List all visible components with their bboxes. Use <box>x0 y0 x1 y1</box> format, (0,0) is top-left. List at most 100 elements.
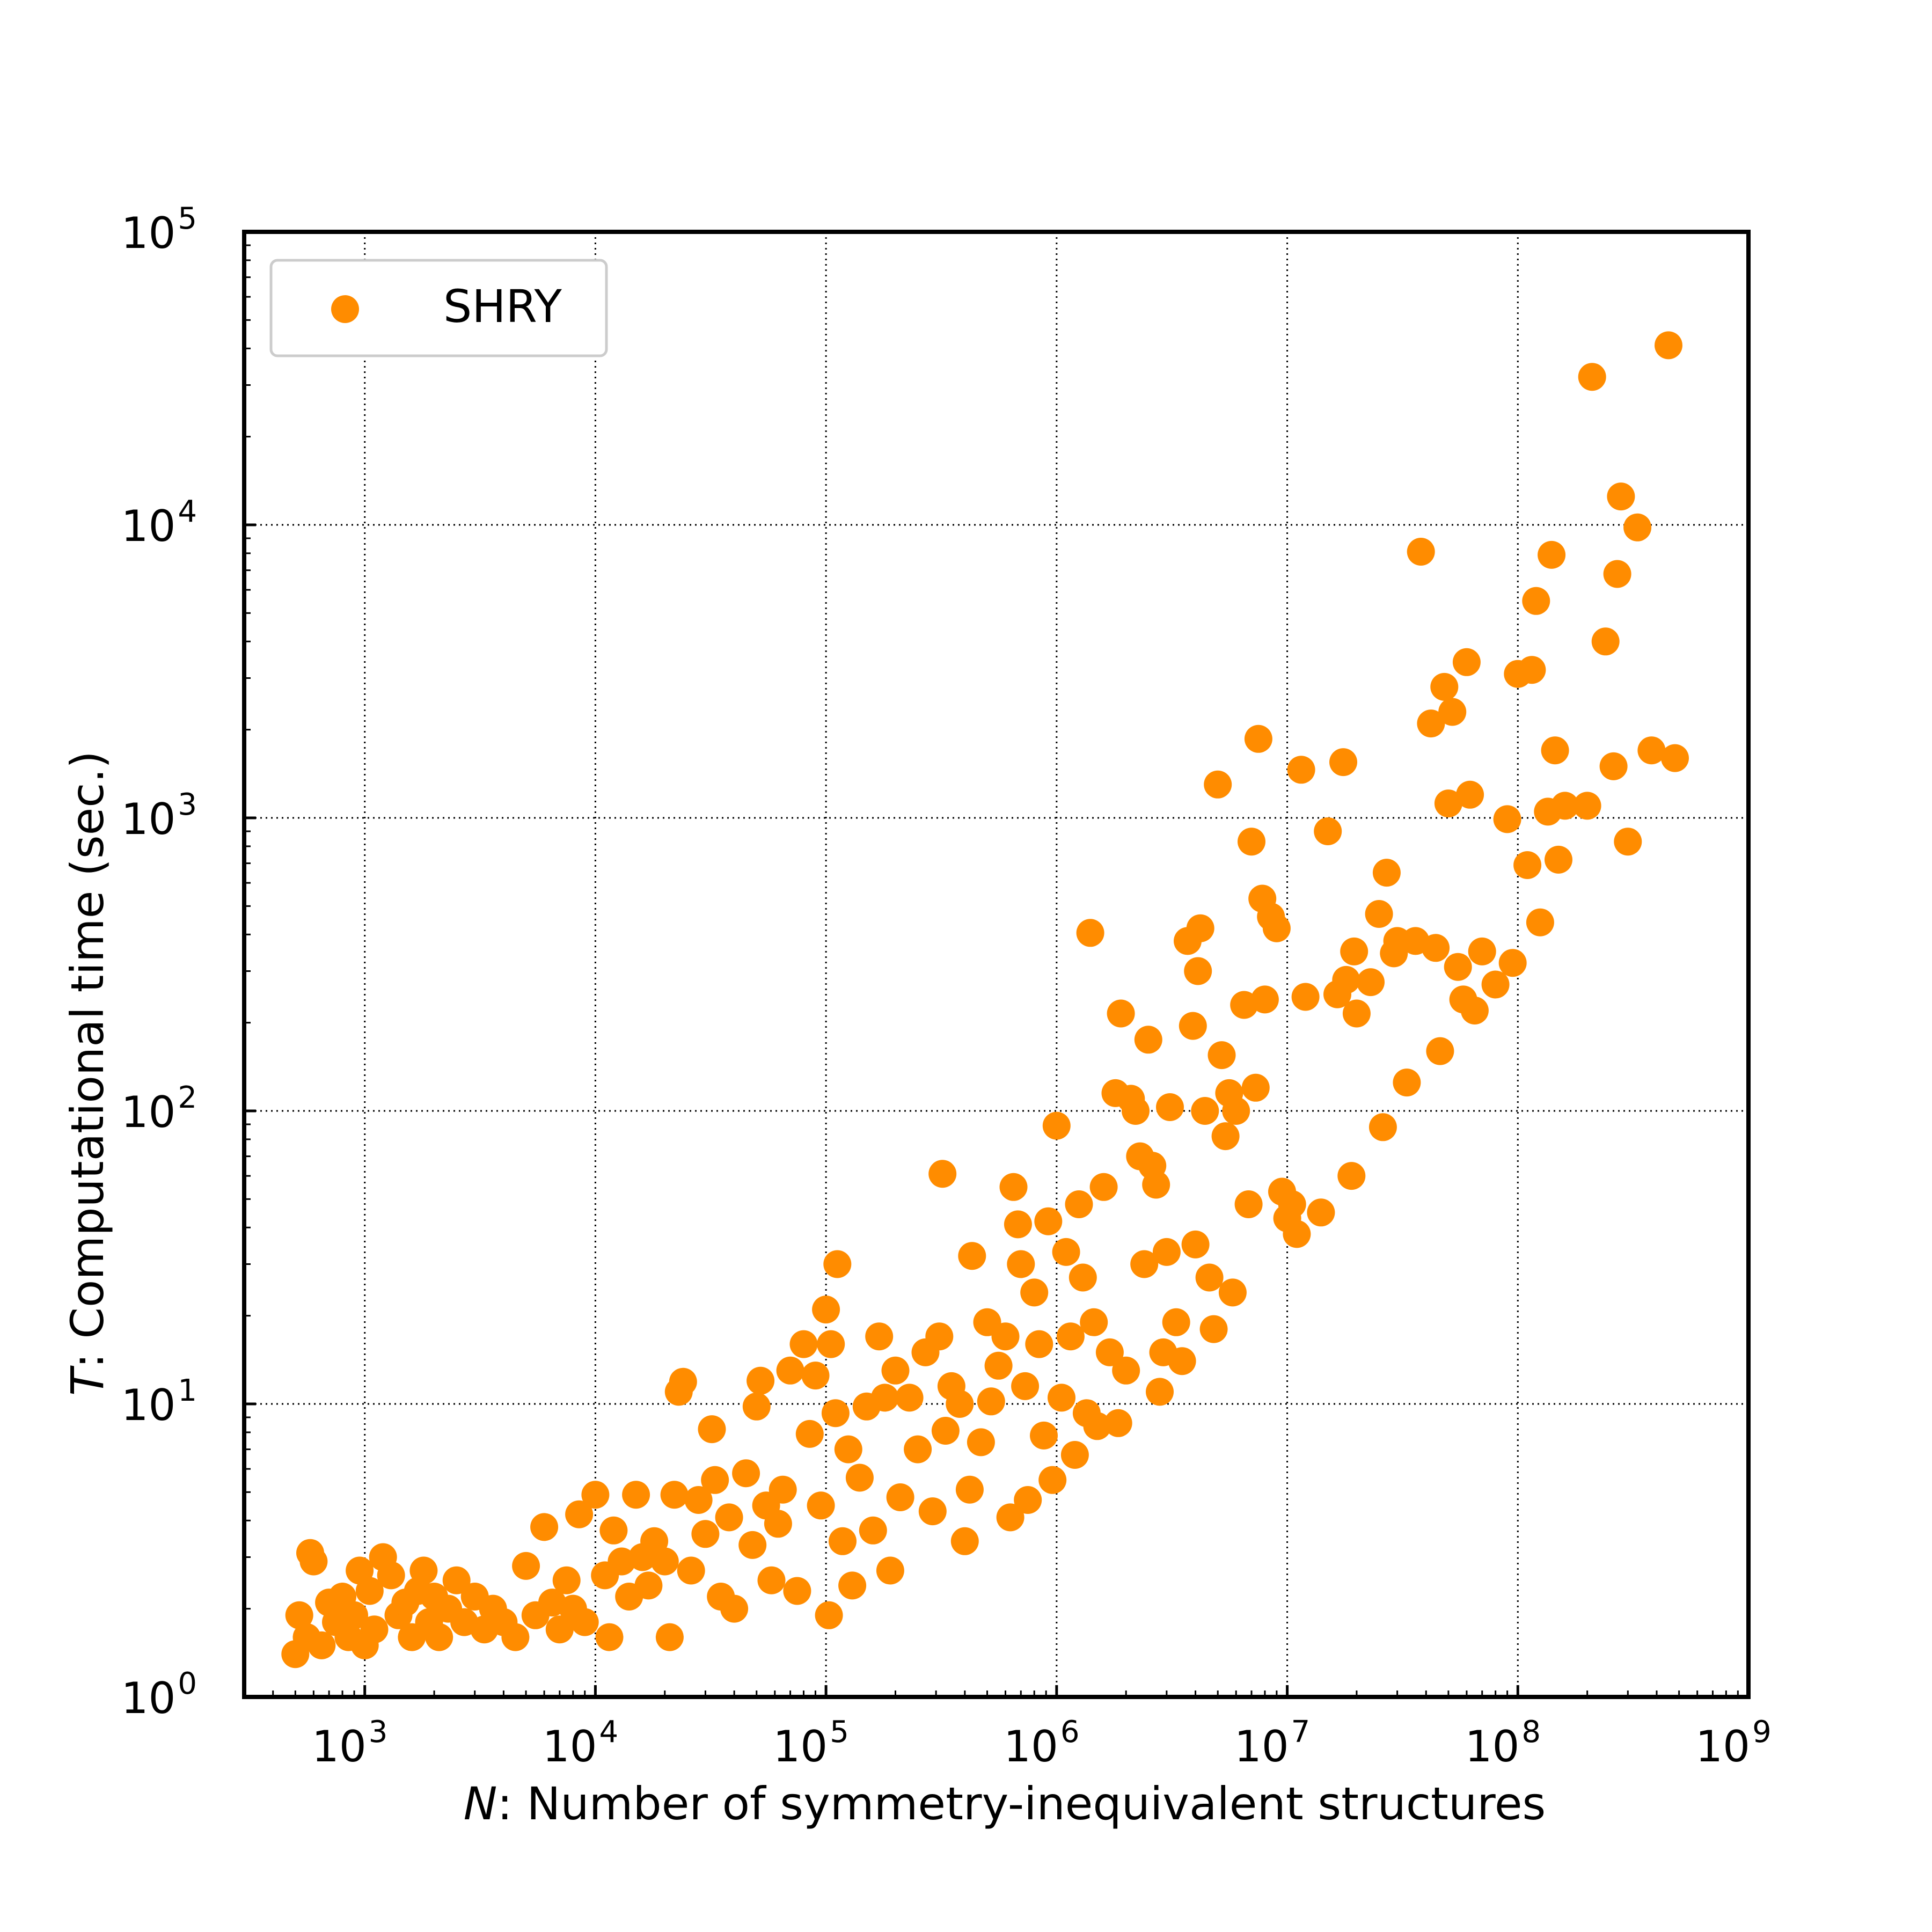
data-point <box>1222 1097 1250 1125</box>
data-points <box>281 331 1689 1668</box>
data-point <box>1393 1069 1421 1097</box>
data-point <box>650 1547 679 1576</box>
data-point <box>1460 997 1489 1024</box>
data-point <box>1655 331 1682 360</box>
y-axis-label: T: Computational time (sec.) <box>61 751 114 1396</box>
data-point <box>1234 1190 1263 1218</box>
data-point <box>1456 780 1484 809</box>
data-point <box>1025 1330 1053 1358</box>
data-point <box>552 1566 581 1594</box>
x-tick-labels: 103 104 105 106 107 108 109 <box>312 1715 1772 1772</box>
y-tick-label: 105 <box>121 201 197 258</box>
data-point <box>360 1615 389 1644</box>
data-point <box>1056 1322 1085 1351</box>
data-point <box>1007 1250 1035 1278</box>
data-point <box>1186 914 1214 942</box>
x-tick-exponent: 5 <box>830 1715 849 1750</box>
data-point <box>1368 1113 1397 1141</box>
data-point <box>1095 1338 1124 1366</box>
data-point <box>1607 482 1635 511</box>
x-tick-base: 10 <box>543 1722 597 1772</box>
data-point <box>1426 1037 1454 1065</box>
data-point <box>698 1415 726 1444</box>
x-axis-text: : Number of symmetry-inequivalent struct… <box>497 1777 1546 1830</box>
legend: SHRY <box>269 259 608 357</box>
y-tick-base: 10 <box>121 794 176 844</box>
data-point <box>1468 937 1496 965</box>
data-point <box>881 1356 910 1385</box>
data-point <box>1089 1173 1118 1201</box>
y-tick-label: 103 <box>121 787 197 844</box>
data-point <box>720 1594 749 1623</box>
x-tick-base: 10 <box>1695 1722 1750 1772</box>
x-tick-label: 105 <box>773 1715 848 1772</box>
x-tick-label: 103 <box>312 1715 387 1772</box>
data-point <box>801 1362 830 1390</box>
data-point <box>789 1330 818 1358</box>
data-point <box>608 1547 636 1576</box>
data-point <box>1052 1238 1080 1266</box>
data-point <box>999 1173 1028 1201</box>
data-point <box>1112 1356 1140 1385</box>
y-tick-exponent: 0 <box>178 1666 197 1701</box>
x-axis-label: N: Number of symmetry-inequivalent struc… <box>464 1777 1546 1830</box>
data-point <box>1623 513 1652 541</box>
data-point <box>1422 934 1450 962</box>
plot-frame <box>242 230 1751 1699</box>
data-point <box>1156 1093 1184 1121</box>
data-point <box>984 1351 1013 1380</box>
y-tick-exponent: 1 <box>178 1373 197 1408</box>
data-point <box>904 1435 932 1463</box>
data-point <box>425 1623 453 1651</box>
x-tick-base: 10 <box>773 1722 828 1772</box>
x-tick-base: 10 <box>312 1722 367 1772</box>
data-point <box>747 1366 775 1395</box>
data-point <box>795 1419 824 1448</box>
data-point <box>1060 1441 1089 1469</box>
legend-frame <box>269 259 608 357</box>
data-point <box>1241 1073 1270 1102</box>
x-tick-exponent: 8 <box>1521 1715 1541 1750</box>
data-point <box>1104 1409 1132 1437</box>
data-point <box>918 1497 947 1526</box>
data-point <box>931 1417 960 1445</box>
data-point <box>340 1601 368 1629</box>
data-point <box>1184 957 1212 985</box>
y-tick-exponent: 2 <box>178 1080 197 1115</box>
data-point <box>1142 1170 1170 1199</box>
data-point <box>1262 914 1291 942</box>
data-point <box>1573 792 1601 820</box>
y-axis-variable: T <box>61 1365 114 1396</box>
data-point <box>1283 1220 1311 1248</box>
y-tick-base: 10 <box>121 501 176 551</box>
data-point <box>684 1486 713 1514</box>
data-point <box>1541 736 1569 765</box>
data-point <box>764 1510 792 1538</box>
data-point <box>1551 792 1579 820</box>
data-point <box>1042 1111 1071 1140</box>
y-tick-exponent: 4 <box>178 494 197 529</box>
data-point <box>1083 1412 1111 1440</box>
data-point <box>738 1531 767 1559</box>
data-point <box>1329 748 1357 777</box>
data-point <box>1048 1384 1075 1412</box>
data-point <box>1011 1372 1040 1400</box>
data-point <box>955 1475 984 1504</box>
x-tick-exponent: 3 <box>369 1715 388 1750</box>
legend-label-shry: SHRY <box>443 280 562 333</box>
data-point <box>946 1390 974 1418</box>
data-point <box>622 1481 650 1509</box>
data-point <box>1107 999 1135 1028</box>
data-point <box>865 1322 894 1351</box>
data-point <box>859 1516 887 1545</box>
data-point <box>1080 1308 1108 1336</box>
y-tick-label: 104 <box>121 494 197 551</box>
data-point <box>1238 828 1265 856</box>
data-point <box>1020 1278 1049 1307</box>
data-point <box>1407 538 1435 566</box>
data-point <box>1430 672 1459 701</box>
y-tick-label: 100 <box>121 1666 197 1723</box>
y-tick-exponent: 3 <box>178 787 197 822</box>
data-point <box>1146 1378 1174 1406</box>
legend-marker <box>331 295 359 323</box>
